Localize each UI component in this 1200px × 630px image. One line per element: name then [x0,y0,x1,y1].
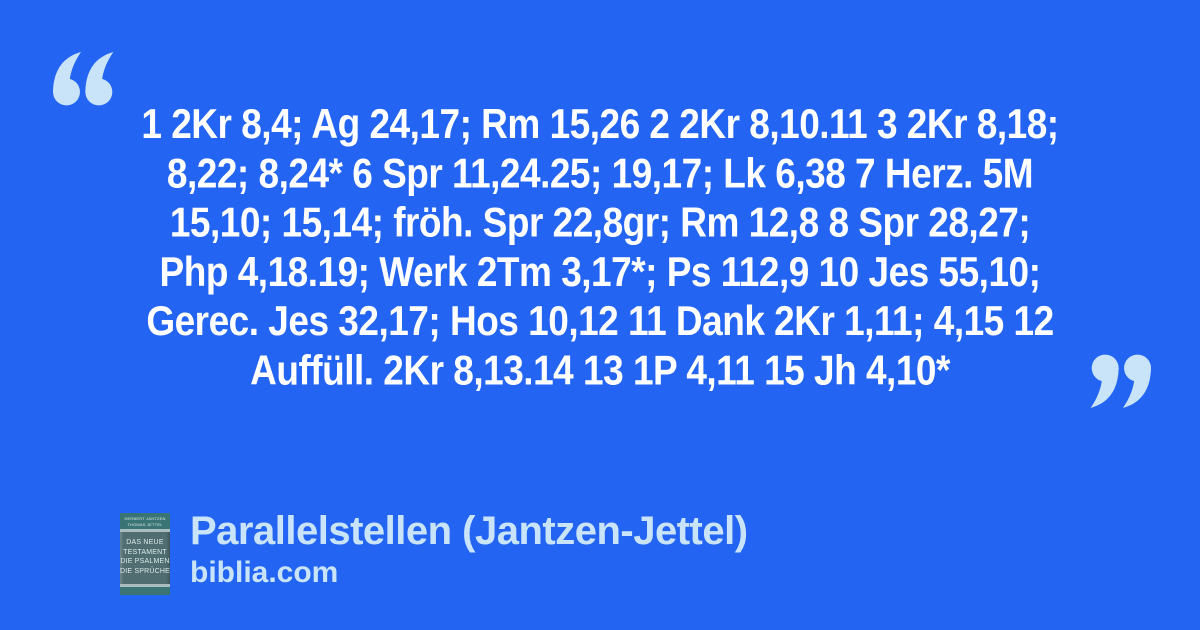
book-cover-authors: HERBERT JANTZEN THOMAS JETTEL [120,513,170,529]
book-cover-title-line: DIE SPRÜCHE [120,567,170,575]
quote-line: Auffüll. 2Kr 8,13.14 13 1P 4,11 15 Jh 4,… [250,347,950,394]
quote-text: 1 2Kr 8,4; Ag 24,17; Rm 15,26 2 2Kr 8,10… [0,100,1200,396]
site-name: biblia.com [190,556,339,589]
open-quote-icon [53,52,115,106]
book-cover-stripe [120,529,170,532]
book-cover-title-line: DAS NEUE [126,539,164,546]
resource-title: Parallelstellen (Jantzen-Jettel) [190,509,748,553]
quote-line: 1 2Kr 8,4; Ag 24,17; Rm 15,26 2 2Kr 8,10… [141,101,1059,148]
quote-line: 8,22; 8,24* 6 Spr 11,24.25; 19,17; Lk 6,… [166,150,1034,197]
quote-line: Php 4,18.19; Werk 2Tm 3,17*; Ps 112,9 10… [159,248,1041,295]
book-cover-title: DAS NEUE TESTAMENT DIE PSALMEN DIE SPRÜC… [120,532,170,584]
book-cover-title-line: TESTAMENT [123,548,167,556]
book-cover-stripe [120,584,170,587]
book-cover-thumbnail: HERBERT JANTZEN THOMAS JETTEL DAS NEUE T… [120,513,170,595]
book-cover-title-line: DIE PSALMEN [120,558,170,565]
quote-line: 15,10; 15,14; fröh. Spr 22,8gr; Rm 12,8 … [169,199,1031,246]
quote-line: Gerec. Jes 32,17; Hos 10,12 11 Dank 2Kr … [146,298,1054,345]
book-cover-author-line: THOMAS JETTEL [127,521,163,527]
footer-text: Parallelstellen (Jantzen-Jettel) biblia.… [190,508,748,590]
book-cover-footband [120,587,170,595]
book-cover-author-line: HERBERT JANTZEN [124,516,166,521]
